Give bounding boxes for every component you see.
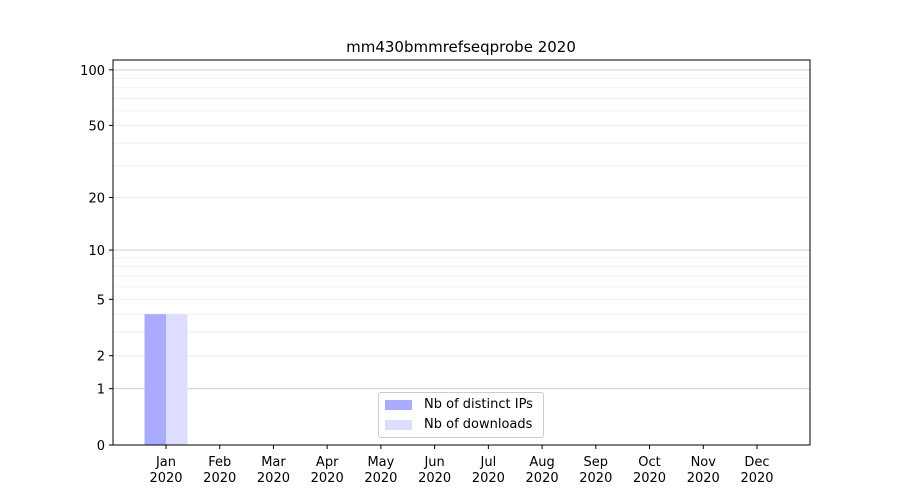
x-tick-label: 2020 <box>149 471 182 486</box>
bar-downloads <box>166 314 188 445</box>
x-tick-label: Aug <box>529 455 554 470</box>
plot-frame <box>112 59 811 446</box>
legend-label: Nb of distinct IPs <box>424 397 533 412</box>
x-tick-label: 2020 <box>311 471 344 486</box>
y-tick-label: 0 <box>97 439 105 454</box>
legend-item-downloads: Nb of downloads <box>385 417 532 432</box>
x-tick-label: 2020 <box>364 471 397 486</box>
x-tick-label: Jan <box>155 455 176 470</box>
x-tick-label: Mar <box>261 455 286 470</box>
y-tick-label: 2 <box>97 350 105 365</box>
legend-item-distinct-ips: Nb of distinct IPs <box>385 397 533 412</box>
x-tick-label: Jul <box>480 455 497 470</box>
y-tick-label: 1 <box>97 383 105 398</box>
bar-distinct-ips <box>144 314 166 445</box>
x-tick-label: Jun <box>423 455 444 470</box>
x-tick-label: Apr <box>316 455 339 470</box>
x-tick-label: Feb <box>208 455 231 470</box>
x-tick-label: Dec <box>744 455 769 470</box>
x-tick-label: 2020 <box>418 471 451 486</box>
x-tick-label: Sep <box>584 455 609 470</box>
x-tick-label: May <box>367 455 394 470</box>
x-tick-label: 2020 <box>203 471 236 486</box>
x-tick-label: Nov <box>691 455 717 470</box>
legend-label: Nb of downloads <box>424 417 533 432</box>
x-tick-label: 2020 <box>687 471 720 486</box>
y-tick-label: 10 <box>88 244 105 259</box>
x-tick-label: 2020 <box>633 471 666 486</box>
x-tick-label: 2020 <box>526 471 559 486</box>
y-tick-label: 50 <box>88 119 105 134</box>
x-tick-label: Oct <box>638 455 660 470</box>
legend-swatch <box>385 419 412 430</box>
y-tick-label: 5 <box>97 293 105 308</box>
x-tick-label: 2020 <box>472 471 505 486</box>
y-tick-label: 100 <box>80 64 105 79</box>
legend: Nb of distinct IPs Nb of downloads <box>378 392 544 438</box>
y-tick-label: 20 <box>88 192 105 207</box>
x-tick-label: 2020 <box>257 471 290 486</box>
x-tick-label: 2020 <box>579 471 612 486</box>
legend-swatch <box>385 399 412 410</box>
x-tick-label: 2020 <box>740 471 773 486</box>
chart-title: mm430bmmrefseqprobe 2020 <box>346 38 576 56</box>
